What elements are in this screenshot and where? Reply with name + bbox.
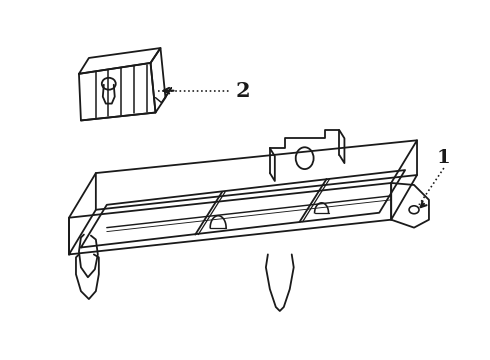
Text: 1: 1 [437,149,451,167]
Text: 2: 2 [236,81,251,101]
